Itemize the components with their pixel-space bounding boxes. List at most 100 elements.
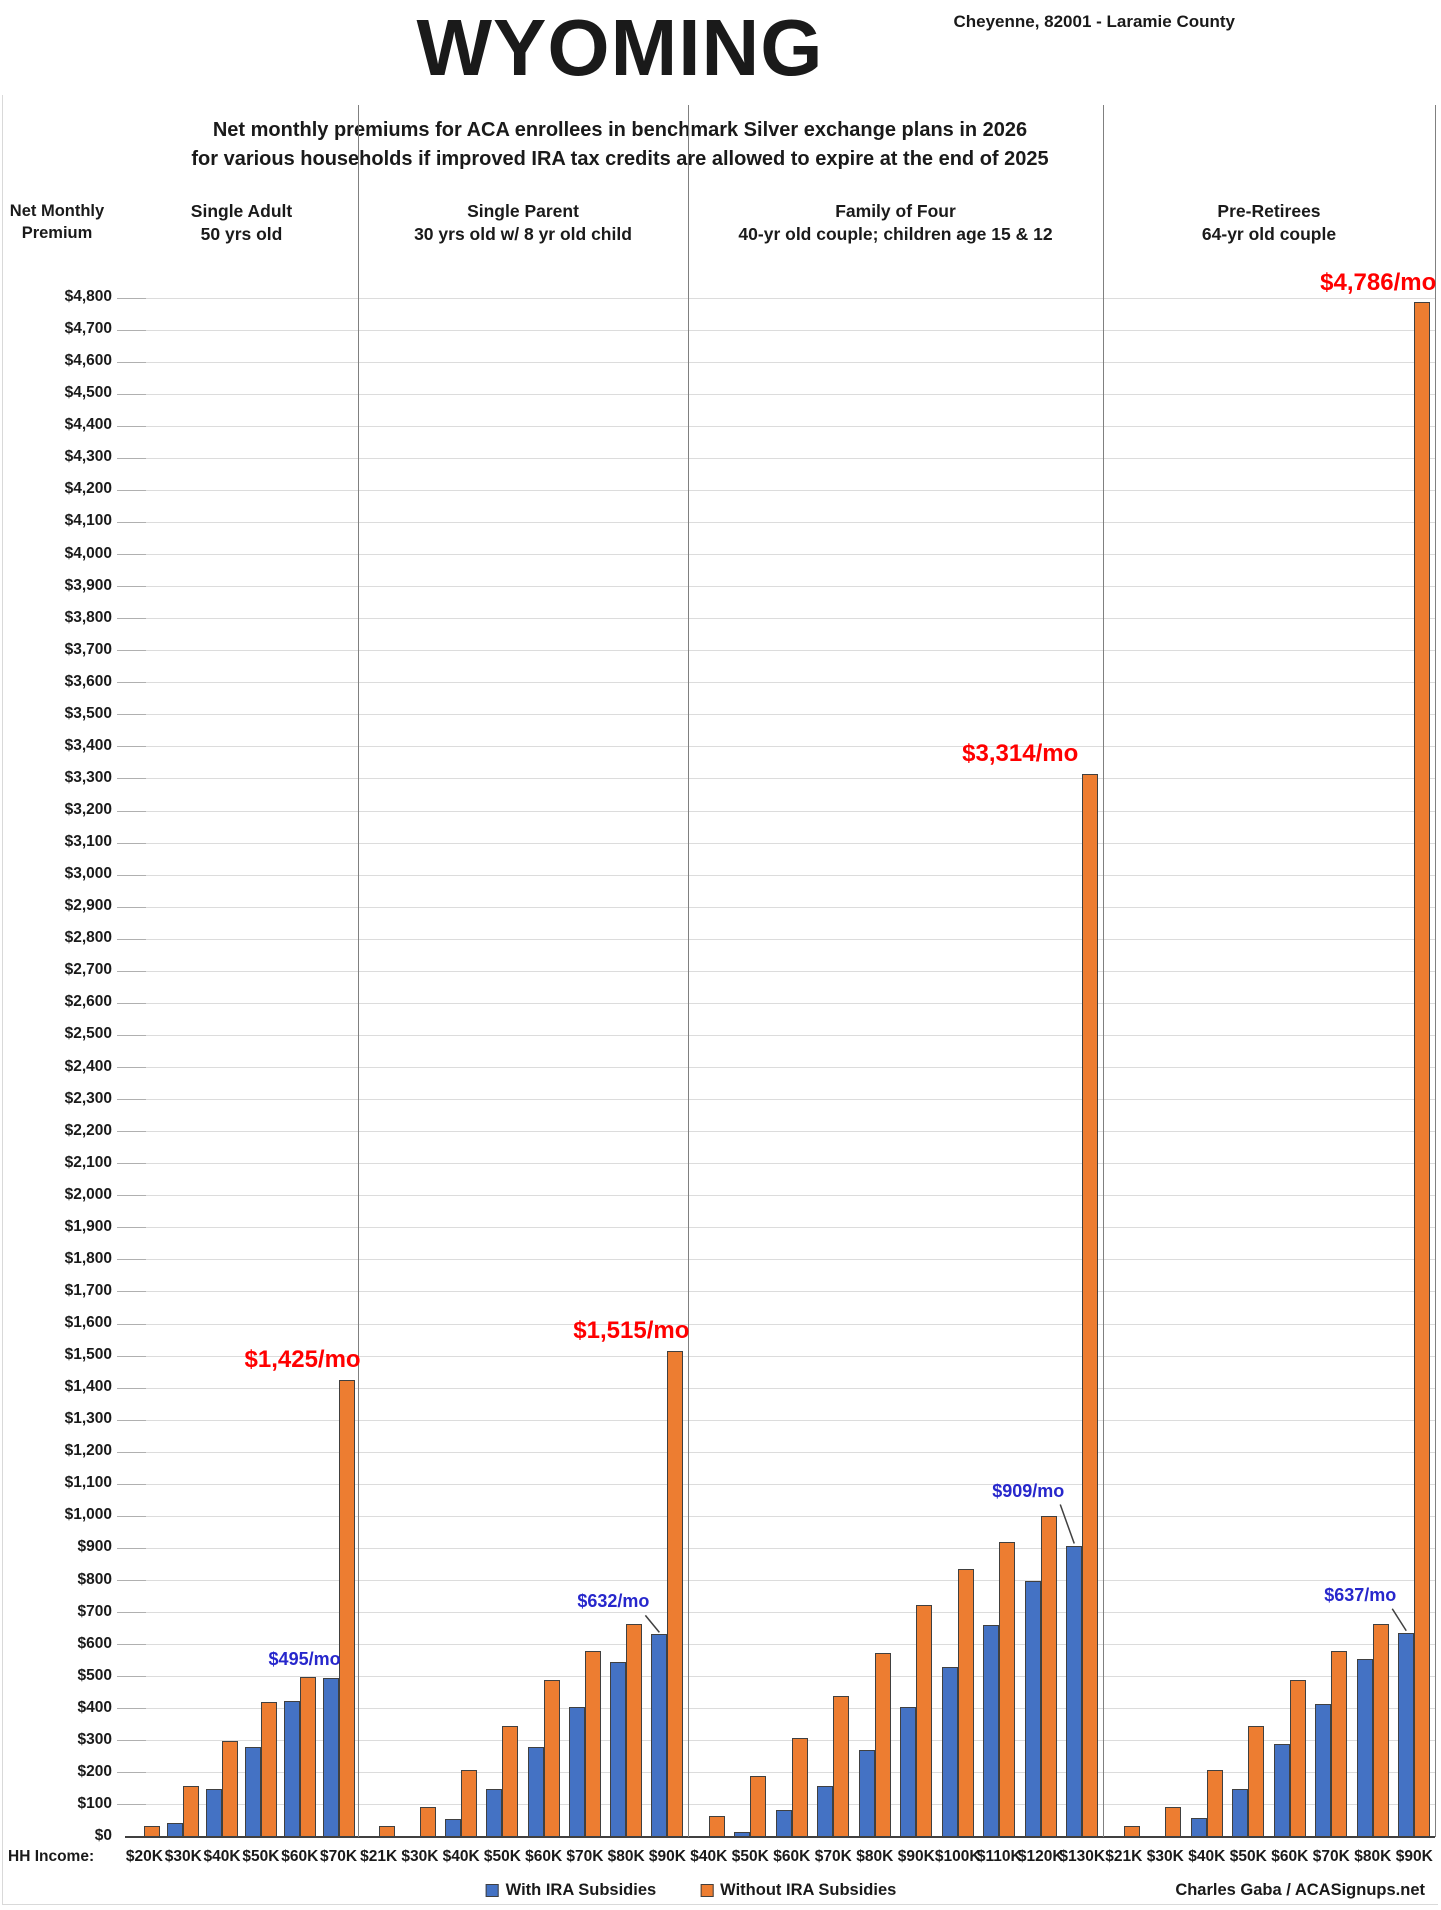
gridline-tick	[117, 618, 146, 620]
bar-with-ira-subsidies	[817, 1785, 834, 1837]
gridline-tick	[117, 1483, 146, 1485]
gridline-tick	[117, 1099, 146, 1101]
y-axis-tick-label: $4,300	[64, 448, 112, 466]
bar-with-ira-subsidies	[1066, 1545, 1083, 1837]
y-axis-tick-label: $3,000	[64, 865, 112, 883]
bar-without-ira-subsidies	[299, 1676, 316, 1837]
legend-label: Without IRA Subsidies	[720, 1881, 897, 1899]
bar-without-ira-subsidies	[502, 1726, 519, 1837]
group-header-2: Single Parent 30 yrs old w/ 8 yr old chil…	[414, 200, 632, 246]
y-axis-tick-label: $1,500	[64, 1346, 112, 1364]
gridline	[125, 1387, 1435, 1389]
bar-with-ira-subsidies	[651, 1634, 668, 1837]
frame-bottom	[2, 1904, 1438, 1905]
gridline-tick	[117, 1034, 146, 1036]
gridline	[125, 1547, 1435, 1549]
bar-without-ira-subsidies	[1289, 1679, 1306, 1837]
bar-with-ira-subsidies	[527, 1747, 544, 1837]
bar-without-ira-subsidies	[183, 1785, 200, 1837]
gridline	[125, 810, 1435, 812]
gridline-tick	[117, 1772, 146, 1774]
y-axis-tick-label: $3,200	[64, 801, 112, 818]
bar-without-ira-subsidies	[750, 1776, 767, 1837]
legend-swatch	[485, 1884, 499, 1897]
gridline	[125, 1227, 1435, 1229]
x-axis-tick-label: $90K	[648, 1848, 686, 1865]
gridline	[125, 457, 1435, 459]
y-axis-tick-label: $400	[77, 1698, 112, 1716]
bar-with-ira-subsidies	[1273, 1744, 1290, 1837]
gridline	[125, 1483, 1435, 1485]
gridline-tick	[117, 1355, 146, 1357]
gridline	[125, 1644, 1435, 1646]
bar-without-ira-subsidies	[378, 1825, 395, 1837]
bar-without-ira-subsidies	[338, 1380, 355, 1837]
bar-with-ira-subsidies	[610, 1662, 627, 1837]
gridline-tick	[117, 1547, 146, 1549]
x-axis-tick-label: $40K	[1188, 1848, 1226, 1865]
gridline-tick	[117, 457, 146, 459]
gridline	[125, 361, 1435, 363]
group-header-description: 50 yrs old	[200, 224, 283, 244]
group-divider-2	[688, 105, 689, 1837]
x-axis-tick-label: $30K	[1146, 1848, 1184, 1865]
group-header-description: 30 yrs old w/ 8 yr old child	[414, 224, 632, 244]
callout-leader-line	[1059, 1504, 1075, 1544]
chart-subtitle: Net monthly premiums for ACA enrollees i…	[191, 116, 1048, 174]
gridline-tick	[117, 1676, 146, 1678]
bar-without-ira-subsidies	[1165, 1806, 1182, 1837]
x-axis-tick-label: $90K	[1395, 1848, 1433, 1865]
y-axis-tick-label: $1,900	[64, 1217, 112, 1235]
gridline	[125, 714, 1435, 716]
group-divider-3	[1103, 105, 1104, 1837]
gridline-tick	[117, 842, 146, 844]
gridline	[125, 1772, 1435, 1774]
gridline	[125, 1804, 1435, 1806]
y-axis-tick-label: $4,200	[64, 480, 112, 498]
gridline	[125, 906, 1435, 908]
x-axis-tick-label: $80K	[607, 1848, 645, 1865]
y-axis-tick-label: $300	[77, 1730, 112, 1748]
gridline	[125, 938, 1435, 940]
subtitle-line-1: Net monthly premiums for ACA enrollees i…	[212, 119, 1028, 141]
bar-with-ira-subsidies	[1024, 1580, 1041, 1837]
subtitle-line-2: for various households if improved IRA t…	[191, 148, 1049, 170]
y-axis-tick-label: $2,500	[64, 1025, 112, 1043]
x-axis-tick-label: $40K	[203, 1848, 241, 1865]
y-axis-tick-label: $3,700	[64, 640, 112, 658]
bar-without-ira-subsidies	[708, 1816, 725, 1837]
gridline-tick	[117, 1195, 146, 1197]
gridline	[125, 682, 1435, 684]
gridline-tick	[117, 1227, 146, 1229]
gridline	[125, 778, 1435, 780]
group-header-1: Single Adult 50 yrs old	[191, 200, 292, 246]
bar-without-ira-subsidies	[874, 1652, 891, 1837]
group-header-name: Single Adult	[190, 201, 293, 221]
gridline-tick	[117, 1419, 146, 1421]
y-axis-tick-label: $1,200	[64, 1442, 112, 1460]
y-axis-tick-label: $4,000	[64, 544, 112, 562]
bar-without-ira-subsidies	[260, 1702, 277, 1837]
gridline	[125, 1067, 1435, 1068]
y-axis-tick-label: $3,100	[64, 833, 112, 851]
gridline	[125, 521, 1435, 523]
callout-without-ira: $1,425/mo	[244, 1346, 361, 1374]
y-axis-tick-label: $1,700	[64, 1281, 112, 1299]
legend: With IRA Subsidies Without IRA Subsidies	[485, 1881, 897, 1900]
bar-with-ira-subsidies	[486, 1788, 503, 1837]
x-axis-tick-label: $50K	[731, 1848, 769, 1865]
bar-with-ira-subsidies	[900, 1707, 917, 1837]
x-axis-tick-label: $90K	[897, 1848, 935, 1865]
bar-without-ira-subsidies	[1040, 1516, 1057, 1837]
x-axis-tick-label: $30K	[164, 1848, 202, 1865]
bar-without-ira-subsidies	[222, 1740, 239, 1837]
frame-left	[2, 95, 3, 1905]
y-axis-tick-label: $4,800	[64, 288, 112, 305]
x-axis-tick-label: $130K	[1059, 1848, 1106, 1865]
gridline	[125, 1002, 1435, 1004]
gridline-tick	[117, 714, 146, 716]
callout-with-ira: $909/mo	[992, 1480, 1065, 1501]
callout-without-ira: $4,786/mo	[1320, 268, 1437, 296]
x-axis-tick-label: $70K	[320, 1848, 358, 1865]
callout-with-ira: $637/mo	[1324, 1584, 1397, 1605]
